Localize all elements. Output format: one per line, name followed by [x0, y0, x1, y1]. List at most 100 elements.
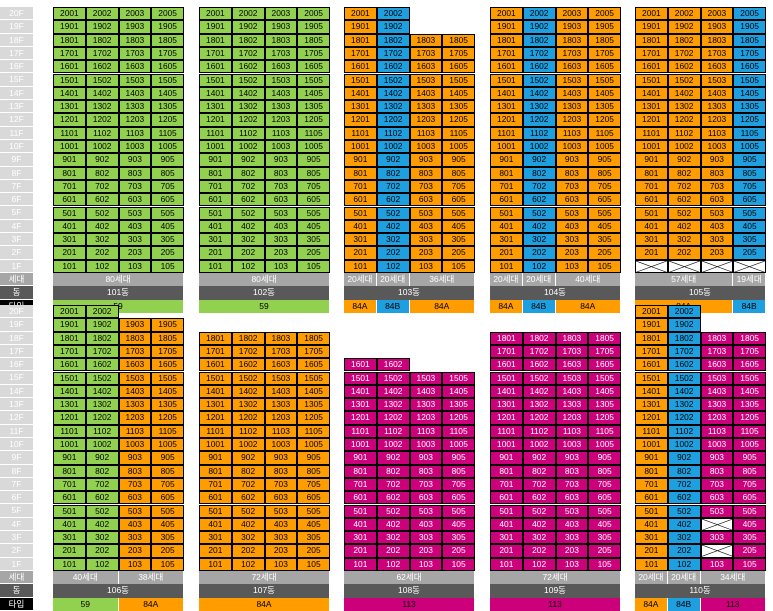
unit-cell[interactable]: 1605: [297, 60, 330, 74]
unit-cell[interactable]: 602: [522, 491, 556, 505]
unit-cell[interactable]: 901: [635, 451, 668, 465]
unit-cell[interactable]: 1005: [588, 438, 621, 452]
unit-cell[interactable]: 102: [85, 557, 119, 571]
unit-cell[interactable]: 1905: [151, 318, 184, 332]
unit-cell[interactable]: 1101: [199, 126, 232, 140]
unit-cell[interactable]: 702: [667, 179, 701, 194]
unit-cell[interactable]: 205: [151, 246, 184, 260]
unit-cell[interactable]: 1801: [53, 331, 86, 345]
unit-cell[interactable]: 805: [151, 166, 184, 180]
unit-cell[interactable]: 1703: [409, 46, 443, 61]
unit-cell[interactable]: 505: [442, 206, 475, 220]
unit-cell[interactable]: 605: [297, 193, 330, 207]
unit-cell[interactable]: 1502: [522, 371, 556, 385]
unit-cell[interactable]: 101: [490, 557, 523, 571]
unit-cell[interactable]: 1402: [85, 86, 119, 101]
unit-cell[interactable]: 1001: [490, 438, 523, 452]
unit-cell[interactable]: 1403: [555, 384, 589, 399]
unit-cell[interactable]: 1003: [264, 438, 298, 452]
unit-cell[interactable]: 405: [297, 517, 330, 532]
unit-cell[interactable]: 302: [231, 233, 265, 247]
unit-cell[interactable]: 1001: [53, 140, 86, 154]
unit-cell[interactable]: 1902: [85, 20, 119, 34]
unit-cell[interactable]: 1001: [344, 140, 377, 154]
unit-cell[interactable]: 503: [555, 504, 589, 518]
unit-cell[interactable]: 1302: [522, 100, 556, 114]
unit-cell[interactable]: 1602: [376, 60, 410, 74]
unit-cell[interactable]: 1502: [85, 73, 119, 87]
unit-cell[interactable]: 305: [588, 233, 621, 247]
unit-cell[interactable]: 1102: [231, 424, 265, 438]
unit-cell[interactable]: 103: [118, 259, 152, 273]
unit-cell[interactable]: 1705: [733, 344, 766, 359]
unit-cell[interactable]: 1503: [555, 371, 589, 385]
unit-cell[interactable]: 401: [344, 219, 377, 234]
unit-cell[interactable]: 1403: [264, 384, 298, 399]
unit-cell[interactable]: 505: [151, 504, 184, 518]
unit-cell[interactable]: 1501: [635, 73, 668, 87]
unit-cell[interactable]: 1305: [733, 398, 766, 412]
unit-cell[interactable]: 605: [442, 193, 475, 207]
unit-cell[interactable]: 205: [297, 246, 330, 260]
unit-cell[interactable]: 801: [344, 166, 377, 180]
unit-cell[interactable]: 1103: [264, 126, 298, 140]
unit-cell[interactable]: 1505: [151, 371, 184, 385]
unit-cell[interactable]: 1001: [635, 438, 668, 452]
unit-cell[interactable]: 1003: [118, 140, 152, 154]
unit-cell[interactable]: 1403: [118, 384, 152, 399]
unit-cell[interactable]: 705: [733, 179, 766, 194]
unit-cell[interactable]: 1302: [85, 398, 119, 412]
unit-cell[interactable]: 1101: [490, 126, 523, 140]
unit-cell[interactable]: 301: [490, 233, 523, 247]
unit-cell[interactable]: 901: [635, 153, 668, 167]
unit-cell[interactable]: 1405: [151, 86, 184, 101]
unit-cell[interactable]: 1102: [231, 126, 265, 140]
unit-cell[interactable]: 1805: [588, 331, 621, 345]
unit-empty-cross-icon[interactable]: [733, 259, 766, 273]
unit-cell[interactable]: 2003: [700, 7, 734, 21]
unit-cell[interactable]: 201: [344, 246, 377, 260]
unit-cell[interactable]: 1105: [442, 424, 475, 438]
unit-cell[interactable]: 1501: [344, 371, 377, 385]
unit-cell[interactable]: 1305: [297, 398, 330, 412]
unit-cell[interactable]: 1903: [118, 318, 152, 332]
unit-cell[interactable]: 702: [376, 477, 410, 492]
unit-cell[interactable]: 1601: [199, 358, 232, 372]
unit-cell[interactable]: 301: [635, 233, 668, 247]
unit-cell[interactable]: 602: [376, 491, 410, 505]
unit-cell[interactable]: 1601: [490, 358, 523, 372]
unit-cell[interactable]: 1305: [588, 100, 621, 114]
unit-cell[interactable]: 1003: [118, 438, 152, 452]
unit-cell[interactable]: 405: [588, 517, 621, 532]
unit-cell[interactable]: 1801: [490, 33, 523, 47]
unit-cell[interactable]: 1102: [522, 424, 556, 438]
unit-cell[interactable]: 1105: [588, 424, 621, 438]
unit-cell[interactable]: 403: [118, 517, 152, 532]
unit-cell[interactable]: 803: [700, 166, 734, 180]
unit-cell[interactable]: 1002: [85, 140, 119, 154]
unit-cell[interactable]: 1602: [667, 60, 701, 74]
unit-cell[interactable]: 1803: [700, 331, 734, 345]
unit-cell[interactable]: 1502: [522, 73, 556, 87]
unit-cell[interactable]: 1301: [199, 100, 232, 114]
unit-cell[interactable]: 402: [376, 219, 410, 234]
unit-cell[interactable]: 1605: [442, 60, 475, 74]
unit-cell[interactable]: 401: [344, 517, 377, 532]
unit-cell[interactable]: 1501: [635, 371, 668, 385]
unit-cell[interactable]: 1501: [53, 371, 86, 385]
unit-cell[interactable]: 105: [588, 259, 621, 273]
unit-cell[interactable]: 1405: [733, 86, 766, 101]
unit-cell[interactable]: 1105: [151, 424, 184, 438]
unit-cell[interactable]: 1602: [231, 60, 265, 74]
unit-cell[interactable]: 905: [151, 153, 184, 167]
unit-cell[interactable]: 1105: [733, 424, 766, 438]
unit-cell[interactable]: 1302: [376, 100, 410, 114]
unit-cell[interactable]: 2005: [733, 7, 766, 21]
unit-cell[interactable]: 1605: [588, 60, 621, 74]
unit-cell[interactable]: 605: [297, 491, 330, 505]
unit-cell[interactable]: 1305: [442, 100, 475, 114]
unit-cell[interactable]: 201: [199, 544, 232, 558]
unit-cell[interactable]: 705: [733, 477, 766, 492]
unit-cell[interactable]: 1302: [522, 398, 556, 412]
unit-cell[interactable]: 1405: [733, 384, 766, 399]
